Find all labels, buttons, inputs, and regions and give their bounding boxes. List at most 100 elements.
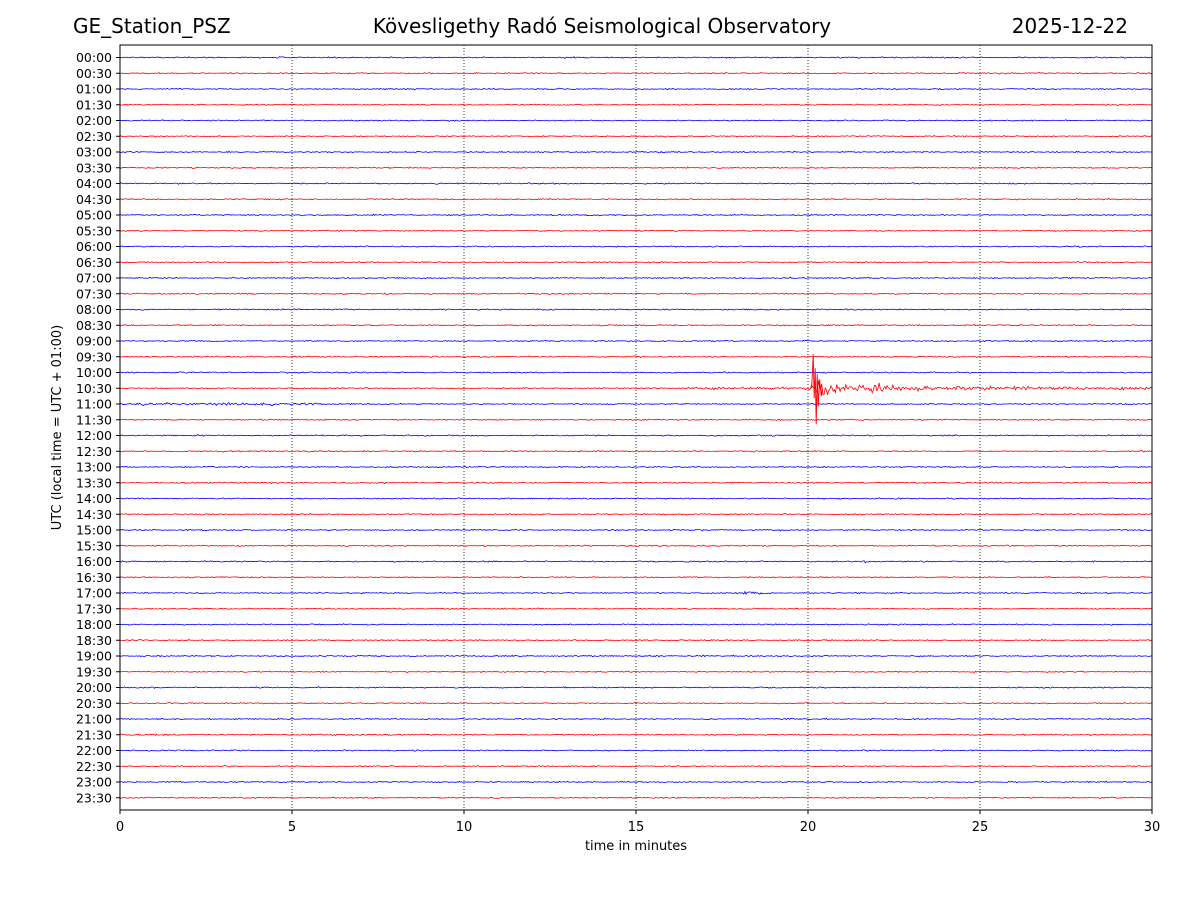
y-tick-label: 01:00 [76, 82, 112, 97]
trace-0230 [119, 135, 1153, 138]
y-tick-label: 04:00 [76, 176, 112, 191]
y-tick-label: 15:30 [76, 538, 112, 553]
y-tick-label: 05:30 [76, 223, 112, 238]
y-tick-label: 17:00 [76, 586, 112, 601]
x-axis-label: time in minutes [585, 839, 687, 854]
trace-1400 [119, 497, 1153, 500]
x-tick-label-20: 20 [800, 820, 817, 835]
observatory-title-text: Kövesligethy Radó Seismological Observat… [372, 14, 832, 38]
trace-0100 [119, 87, 1153, 91]
y-tick-label: 22:30 [76, 759, 112, 774]
y-tick-label: 10:00 [76, 365, 112, 380]
x-tick-label-25: 25 [972, 820, 989, 835]
y-axis-label: UTC (local time = UTC + 01:00) [50, 325, 65, 530]
trace-0500 [119, 213, 1153, 217]
trace-1830 [119, 638, 1153, 642]
y-tick-label: 21:30 [76, 727, 112, 742]
x-axis-ticks: 0 5 10 15 20 25 30 [116, 810, 1160, 835]
y-tick-label: 20:30 [76, 696, 112, 711]
y-tick-label: 01:30 [76, 97, 112, 112]
x-tick-label-15: 15 [628, 820, 645, 835]
trace-0600 [119, 245, 1153, 248]
y-tick-label: 13:30 [76, 475, 112, 490]
trace-1100 [119, 401, 1153, 407]
y-tick-label: 14:00 [76, 491, 112, 506]
trace-0430 [119, 197, 1153, 201]
event-onset-spike [811, 354, 823, 425]
y-tick-label: 22:00 [76, 743, 112, 758]
trace-2330 [119, 796, 1153, 799]
trace-0830 [119, 323, 1153, 327]
y-tick-label: 09:00 [76, 334, 112, 349]
trace-1200 [119, 434, 1153, 437]
y-tick-label: 21:00 [76, 712, 112, 727]
trace-0330 [119, 166, 1153, 170]
trace-1230 [119, 449, 1153, 453]
station-name: GE_Station_PSZ [73, 14, 231, 38]
y-tick-label: 07:00 [76, 271, 112, 286]
trace-2130 [119, 733, 1153, 737]
record-date: 2025-12-22 [1011, 14, 1128, 38]
trace-0730 [119, 292, 1153, 296]
y-tick-label: 06:00 [76, 239, 112, 254]
y-tick-label: 10:30 [76, 381, 112, 396]
trace-1500 [119, 528, 1153, 532]
y-tick-label: 00:30 [76, 66, 112, 81]
y-tick-label: 23:00 [76, 775, 112, 790]
y-tick-label: 03:00 [76, 145, 112, 160]
trace-1300 [119, 465, 1153, 469]
y-tick-label: 00:00 [76, 50, 112, 65]
seismic-traces [119, 56, 1153, 799]
y-tick-label: 18:30 [76, 633, 112, 648]
y-tick-label: 12:30 [76, 444, 112, 459]
y-tick-label: 23:30 [76, 790, 112, 805]
trace-2230 [119, 765, 1153, 768]
trace-1030 [119, 380, 1153, 395]
y-tick-label: 07:30 [76, 286, 112, 301]
y-tick-label: 06:30 [76, 255, 112, 270]
y-tick-label: 18:00 [76, 617, 112, 632]
trace-2200 [119, 749, 1153, 752]
trace-0130 [119, 103, 1153, 107]
trace-2000 [119, 686, 1153, 689]
trace-0000 [119, 56, 1153, 59]
trace-0630 [119, 261, 1153, 264]
y-tick-label: 11:00 [76, 397, 112, 412]
x-tick-label-10: 10 [456, 820, 473, 835]
y-tick-label: 17:30 [76, 601, 112, 616]
x-tick-label-0: 0 [116, 820, 124, 835]
trace-1700 [119, 590, 1153, 595]
y-tick-label: 15:00 [76, 523, 112, 538]
y-tick-label: 16:30 [76, 570, 112, 585]
trace-0300 [119, 150, 1153, 154]
observatory-title: Kövesligethy Radó Seismological Observat… [0, 14, 1200, 38]
trace-1930 [119, 670, 1153, 674]
trace-0930 [119, 355, 1153, 359]
y-tick-label: 08:00 [76, 302, 112, 317]
trace-2100 [119, 717, 1153, 721]
trace-1730 [119, 607, 1153, 611]
trace-1000 [119, 371, 1153, 374]
trace-0530 [119, 229, 1153, 232]
x-tick-label-5: 5 [288, 820, 296, 835]
trace-0030 [119, 71, 1153, 75]
y-tick-label: 19:00 [76, 649, 112, 664]
y-tick-label: 11:30 [76, 412, 112, 427]
x-tick-label-30: 30 [1144, 820, 1161, 835]
trace-0200 [119, 119, 1153, 122]
trace-1900 [119, 654, 1153, 658]
y-tick-label: 14:30 [76, 507, 112, 522]
y-tick-label: 13:00 [76, 460, 112, 475]
y-tick-label: 02:30 [76, 129, 112, 144]
y-tick-label: 08:30 [76, 318, 112, 333]
trace-1430 [119, 512, 1153, 516]
trace-1600 [119, 560, 1153, 564]
trace-1130 [119, 418, 1153, 422]
y-tick-label: 03:30 [76, 160, 112, 175]
y-tick-label: 20:00 [76, 680, 112, 695]
trace-0400 [119, 182, 1153, 185]
y-axis-ticks: 00:0000:3001:0001:3002:0002:3003:0003:30… [76, 50, 120, 805]
trace-1530 [119, 544, 1153, 548]
y-tick-label: 04:30 [76, 192, 112, 207]
